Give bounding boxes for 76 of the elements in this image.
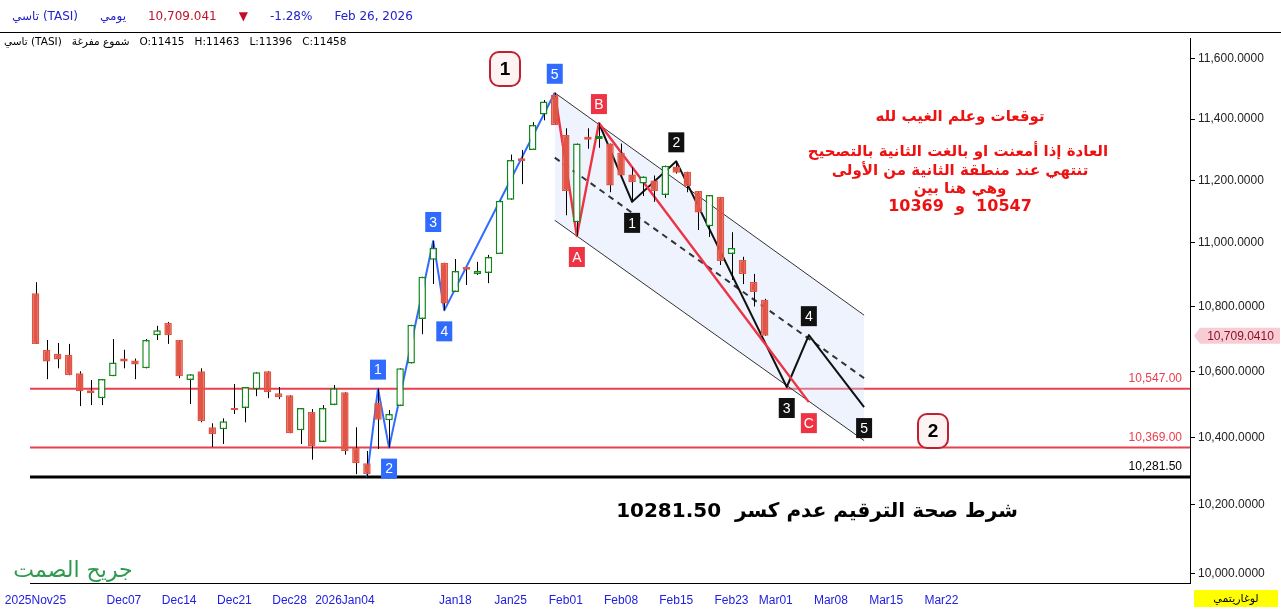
- x-tick-label: Mar08: [813, 593, 849, 608]
- candlestick: [628, 166, 636, 202]
- annotation: العادة إذا أمعنت او بالغت الثانية بالتصحيح: [807, 140, 1109, 160]
- x-tick-label: 2026Jan04: [315, 593, 375, 608]
- annotation: 2: [385, 460, 394, 477]
- text: لوغاريتمي: [1194, 590, 1278, 607]
- ref-line-label: 10,369.00: [1128, 429, 1183, 444]
- annotation: 3: [782, 399, 791, 416]
- y-tick-label: 11,400.0000: [1198, 111, 1265, 126]
- candlestick: [109, 338, 117, 377]
- x-tick-label: Feb15: [659, 593, 694, 608]
- x-tick-label: Feb23: [714, 593, 749, 608]
- candlestick: [694, 190, 703, 231]
- x-tick-label: Feb08: [604, 593, 639, 608]
- ref-line-label: 10,547.00: [1128, 370, 1183, 385]
- candlestick: [617, 143, 625, 177]
- annotation: تنتهي عند منطقة الثانية من الأولى: [831, 160, 1089, 179]
- y-tick-label: 11,600.0000: [1198, 51, 1265, 66]
- candlestick: [64, 343, 73, 376]
- x-tick-label: Jan25: [494, 593, 528, 608]
- annotation: توقعات وعلم الغيب لله: [875, 106, 1045, 125]
- annotation: 4: [804, 308, 813, 325]
- y-tick-label: 11,200.0000: [1198, 172, 1265, 187]
- y-tick-label: 10,800.0000: [1198, 298, 1266, 313]
- candlestick: [749, 273, 758, 307]
- y-tick-label: 10,400.0000: [1198, 429, 1266, 444]
- candlestick: [53, 342, 62, 369]
- annotation: 1: [628, 214, 637, 231]
- annotation: C: [803, 414, 814, 431]
- y-tick-label: 11,000.0000: [1198, 235, 1265, 250]
- annotation: B: [594, 95, 604, 112]
- x-tick-label: Dec14: [161, 593, 197, 608]
- candlestick: [230, 383, 239, 415]
- annotation: 4: [440, 323, 449, 340]
- candlestick: [484, 254, 493, 284]
- x-tick-label: Feb01: [548, 593, 584, 608]
- candlestick: [738, 256, 747, 285]
- annotation: 2: [927, 420, 939, 442]
- annotation: جريح الصمت: [13, 556, 133, 582]
- candlestick: [42, 339, 51, 380]
- annotation: شرط صحة الترقيم عدم كسر 10281.50: [616, 498, 1018, 523]
- candlestick: [131, 358, 139, 380]
- candlestick: [539, 99, 548, 121]
- ref-line-label: 10,281.50: [1128, 459, 1183, 474]
- text: 10,709.0410: [1207, 329, 1275, 344]
- candlestick: [241, 386, 250, 423]
- candlestick: [186, 373, 194, 405]
- x-tick-label: Jan18: [438, 593, 472, 608]
- y-tick-label: 10,000.0000: [1198, 565, 1266, 580]
- annotation: 10547 و 10369: [888, 196, 1032, 216]
- x-tick-label: Mar22: [924, 593, 959, 608]
- x-tick-label: Mar15: [869, 593, 904, 608]
- annotation: 3: [429, 213, 438, 230]
- annotation: A: [572, 248, 583, 265]
- x-tick-label: Dec28: [272, 593, 308, 608]
- candlestick: [75, 370, 84, 407]
- x-tick-label: Mar01: [758, 593, 794, 608]
- y-tick-label: 10,600.0000: [1198, 363, 1266, 378]
- annotation: 5: [860, 419, 869, 436]
- candlestick: [727, 231, 736, 281]
- annotation: 1: [499, 58, 511, 80]
- x-tick-label: Dec21: [217, 593, 253, 608]
- x-tick-label: 2025Nov25: [4, 593, 67, 608]
- candlestick: [296, 407, 305, 445]
- candlestick: [219, 417, 228, 445]
- candlestick: [208, 422, 217, 448]
- candlestick: [164, 321, 172, 345]
- annotation: 2: [672, 134, 681, 151]
- annotation: وهي هنا بين: [913, 178, 1007, 197]
- y-tick-label: 10,200.0000: [1198, 496, 1266, 511]
- candlestick: [528, 121, 537, 151]
- x-tick-label: Dec07: [106, 593, 142, 608]
- annotation: 1: [374, 361, 383, 378]
- candlestick: [263, 370, 272, 399]
- candlestick: [451, 258, 460, 293]
- annotation: 5: [550, 65, 559, 82]
